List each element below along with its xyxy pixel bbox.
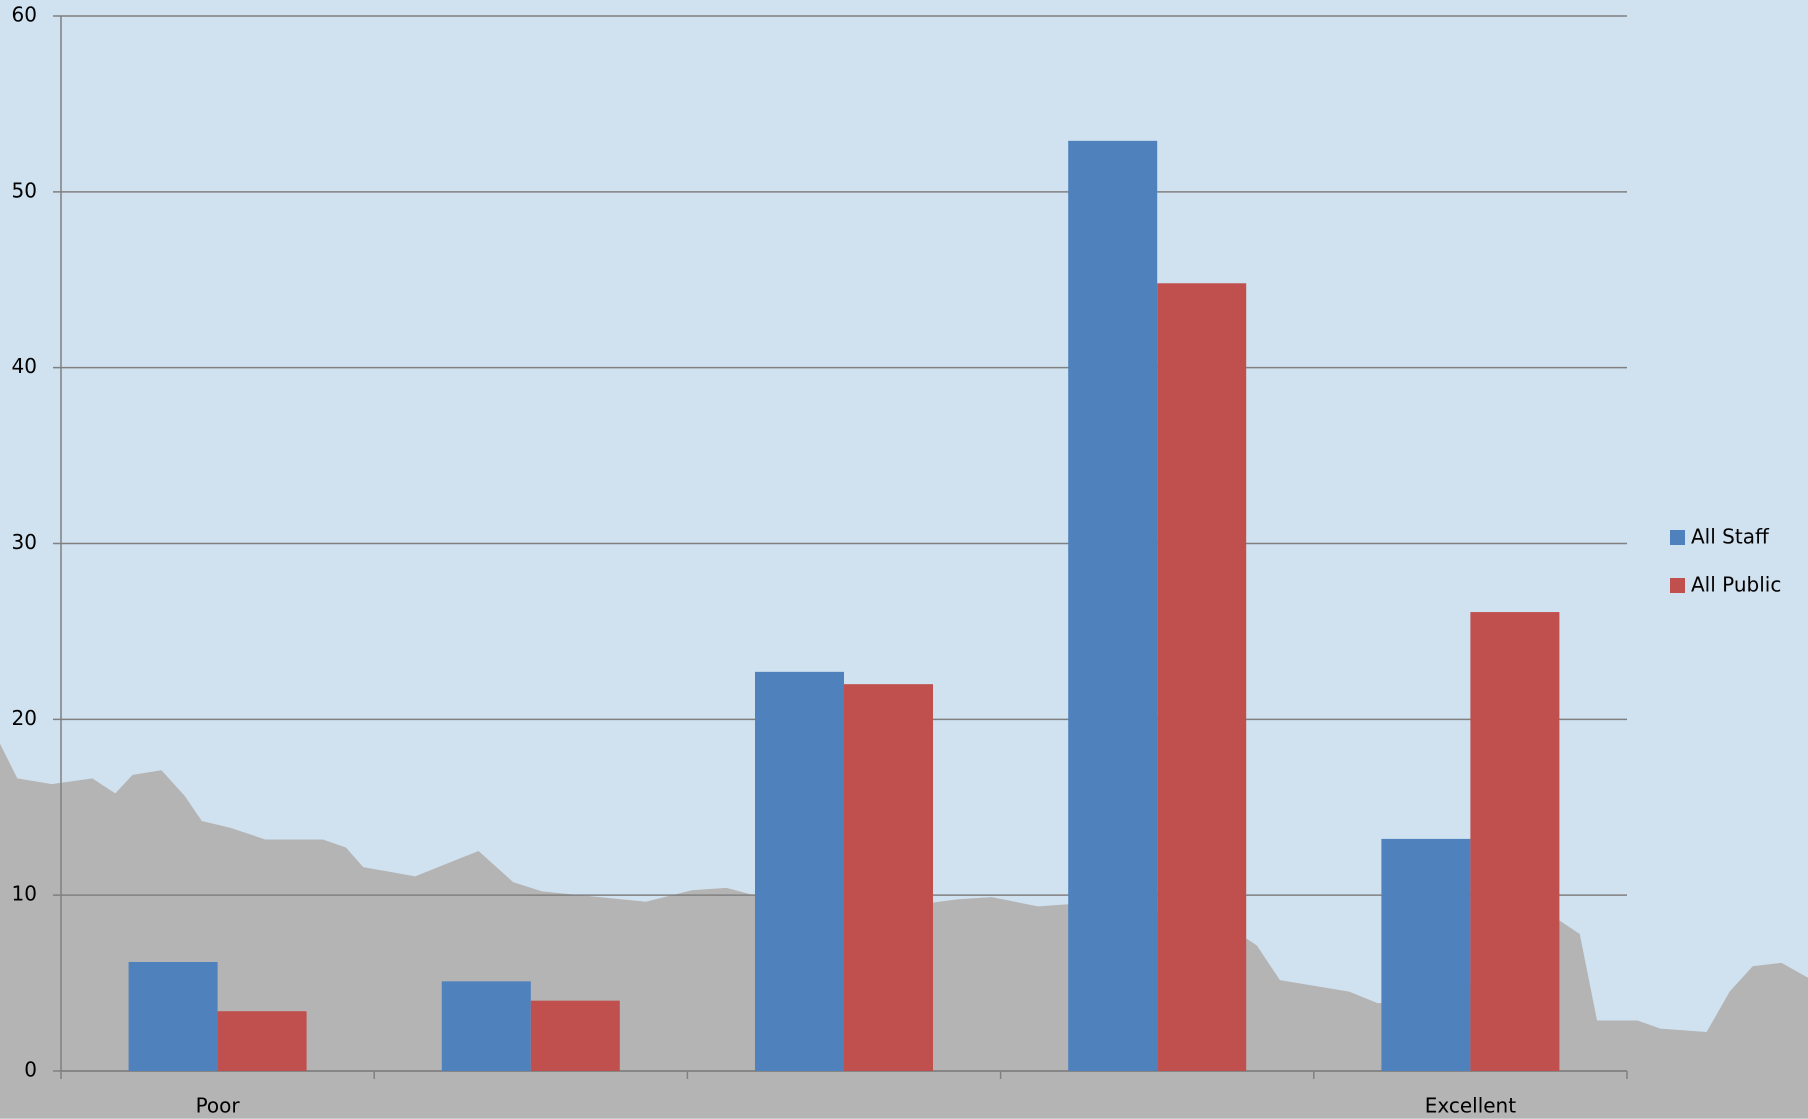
bar (1381, 838, 1471, 1071)
y-tick-label: 0 (24, 1058, 37, 1082)
bar (1470, 612, 1560, 1071)
bar (128, 961, 218, 1071)
bar (1157, 283, 1247, 1071)
y-tick-label: 20 (12, 706, 37, 730)
x-tick-label: Poor (196, 1094, 241, 1118)
y-tick-label: 50 (12, 178, 37, 202)
y-tick-label: 30 (12, 530, 37, 554)
bar (844, 684, 933, 1071)
legend-label: All Public (1691, 573, 1781, 597)
legend-swatch (1670, 578, 1685, 593)
bar (1068, 140, 1158, 1071)
bar (755, 671, 844, 1071)
bar (441, 981, 531, 1071)
y-tick-label: 60 (12, 3, 37, 27)
x-tick-label: Excellent (1425, 1094, 1517, 1118)
y-tick-label: 40 (12, 354, 37, 378)
bar (530, 1000, 620, 1071)
bar (217, 1011, 307, 1071)
legend-label: All Staff (1691, 525, 1770, 549)
legend-swatch (1670, 530, 1685, 545)
y-tick-label: 10 (12, 882, 37, 906)
